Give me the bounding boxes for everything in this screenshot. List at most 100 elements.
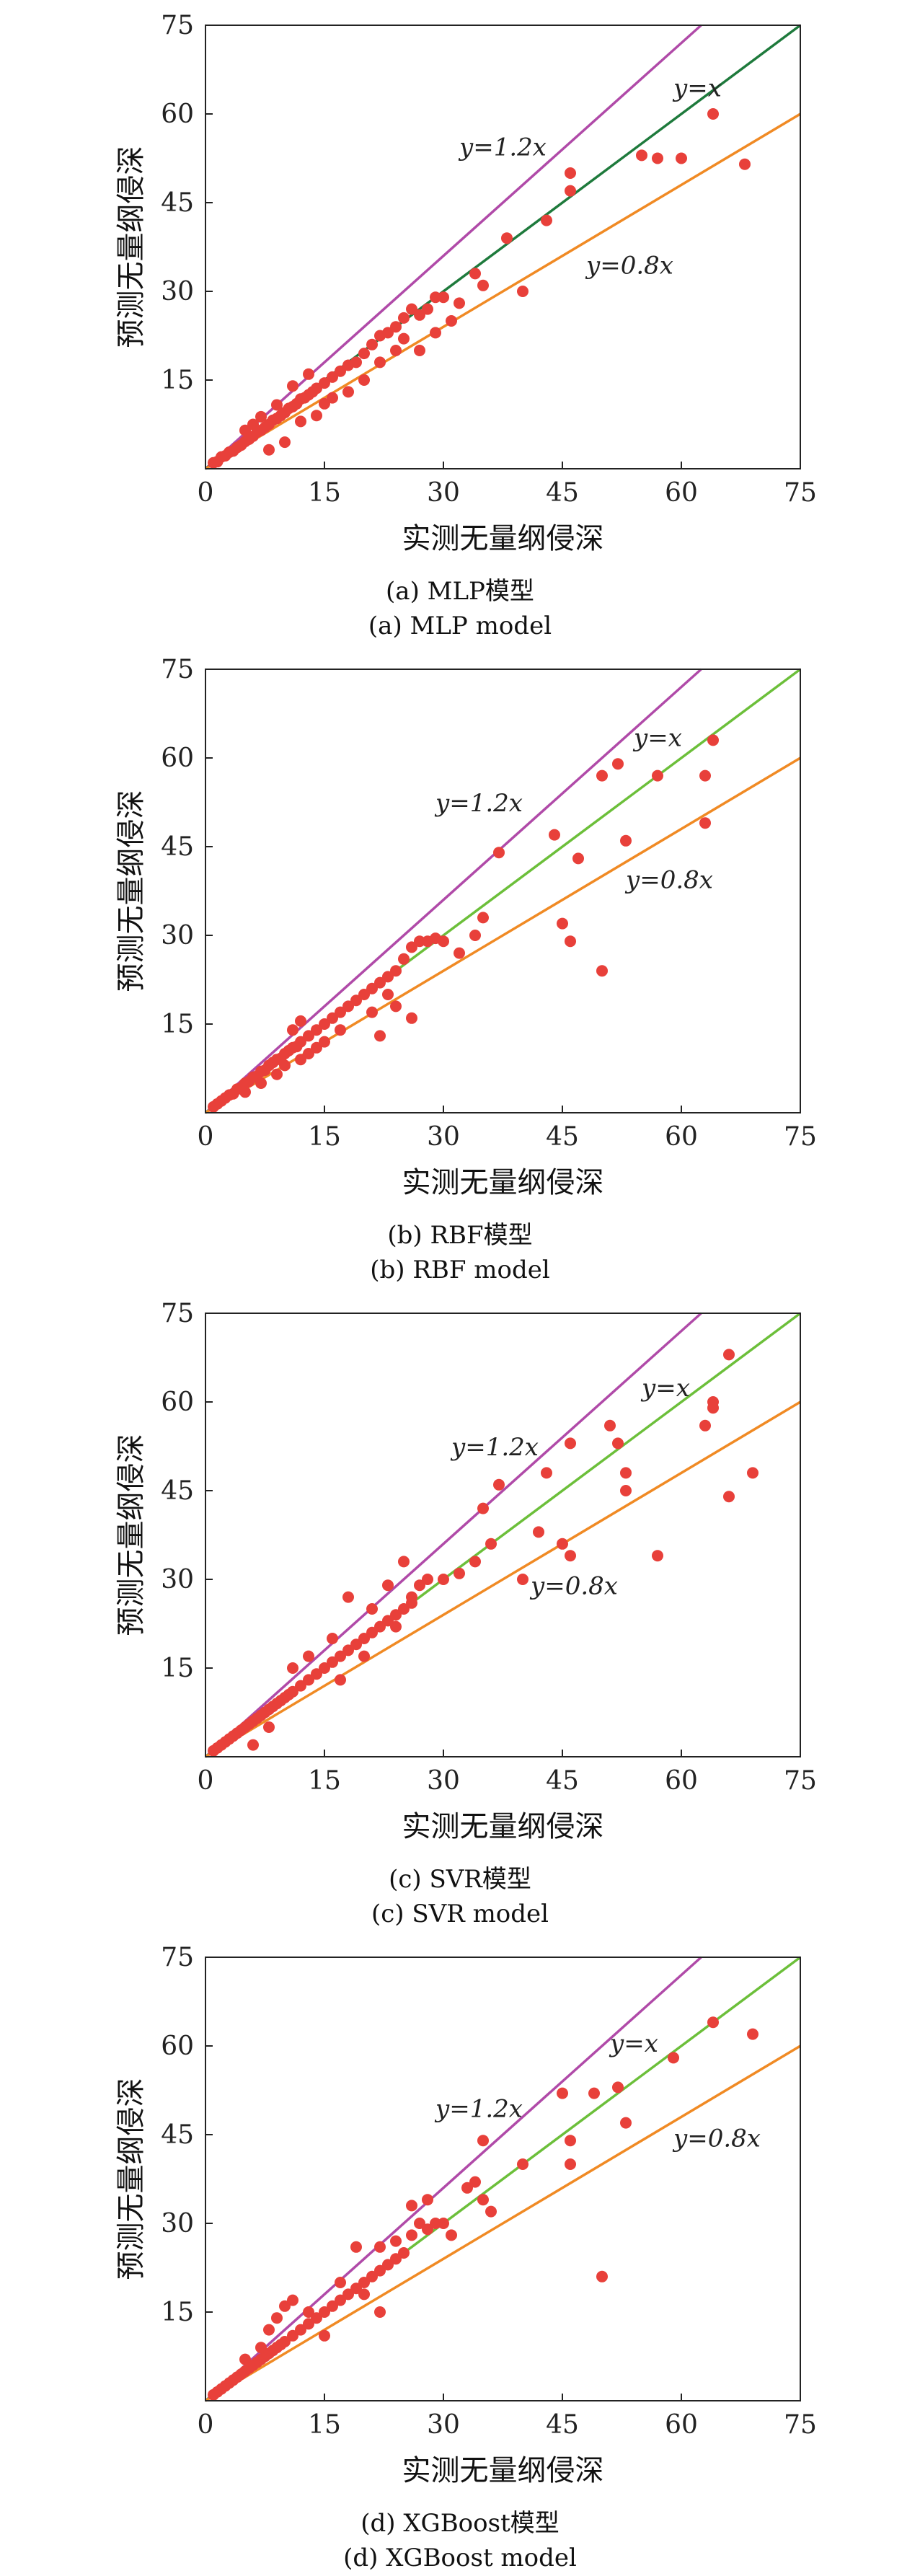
data-point-65 <box>295 1015 306 1027</box>
data-point-46 <box>477 279 489 291</box>
data-point-64 <box>303 1650 314 1662</box>
data-point-35 <box>382 327 394 339</box>
data-point-24 <box>319 1662 330 1674</box>
data-point-68 <box>390 345 402 356</box>
y-tick-label-0: 15 <box>161 366 194 395</box>
data-point-32 <box>390 2253 402 2265</box>
data-point-44 <box>454 297 465 309</box>
data-point-55 <box>699 817 711 829</box>
data-point-49 <box>596 965 608 977</box>
data-point-63 <box>311 1041 322 1054</box>
y-tick-label-3: 60 <box>161 2032 194 2061</box>
data-point-61 <box>287 380 298 392</box>
data-point-62 <box>303 368 314 380</box>
data-point-53 <box>668 2052 679 2064</box>
reference-line-label-1: y=x <box>640 1374 690 1403</box>
data-point-65 <box>342 386 354 398</box>
y-tick-label-0: 15 <box>161 1010 194 1039</box>
data-point-43 <box>446 315 457 327</box>
data-point-66 <box>319 1036 330 1048</box>
data-point-57 <box>239 1086 251 1098</box>
data-point-59 <box>271 2312 283 2324</box>
data-point-46 <box>541 1467 552 1479</box>
plot-frame <box>205 1957 801 2401</box>
data-point-25 <box>319 1018 330 1030</box>
data-point-20 <box>295 2324 306 2336</box>
data-point-40 <box>422 303 433 315</box>
data-point-56 <box>739 158 751 170</box>
y-tick-label-2: 45 <box>161 1476 194 1506</box>
data-point-72 <box>247 418 259 431</box>
reference-line-label-0: y=1.2x <box>450 1433 539 1462</box>
data-point-33 <box>390 1609 402 1621</box>
x-tick-label-2: 30 <box>427 1122 460 1152</box>
data-point-21 <box>303 2318 314 2330</box>
x-tick-label-0: 0 <box>198 478 214 508</box>
data-point-22 <box>311 2312 322 2324</box>
x-tick-label-0: 0 <box>198 2410 214 2440</box>
chart-panel-c: y=1.2x y=x y=0.8x 0 15 30 45 60 75 15 30 45 60 75 实测无量… <box>0 1288 920 1932</box>
data-point-37 <box>398 312 410 324</box>
data-point-24 <box>311 1024 322 1036</box>
x-tick-label-3: 45 <box>546 478 579 508</box>
x-tick-label-3: 45 <box>546 1766 579 1796</box>
reference-line-label-2: y=0.8x <box>672 2124 761 2153</box>
reference-line-label-0: y=1.2x <box>458 133 547 162</box>
data-point-71 <box>430 327 441 339</box>
data-point-55 <box>707 108 719 120</box>
x-tick-label-3: 45 <box>546 1122 579 1152</box>
reference-line-2 <box>205 113 801 470</box>
chart-panel-b: y=1.2x y=x y=0.8x 0 15 30 45 60 75 15 30 45 60 75 实测无量… <box>0 644 920 1288</box>
chart-svg-c: y=1.2x y=x y=0.8x 0 15 30 45 60 75 15 30 45 60 75 实测无量… <box>115 1299 817 1843</box>
data-point-44 <box>517 1574 528 1585</box>
data-point-62 <box>263 1721 275 1733</box>
data-point-73 <box>335 1674 346 1686</box>
data-point-27 <box>350 2282 362 2295</box>
data-point-55 <box>699 1419 711 1432</box>
data-point-50 <box>596 2270 608 2282</box>
data-point-69 <box>398 1556 410 1568</box>
data-point-74 <box>271 399 283 411</box>
chart-caption-en-d: (d) XGBoost model <box>343 2544 577 2572</box>
y-tick-label-1: 30 <box>161 1565 194 1594</box>
data-point-26 <box>342 2288 354 2301</box>
data-point-53 <box>652 152 663 164</box>
data-point-29 <box>350 994 362 1007</box>
reference-line-2 <box>205 2045 801 2402</box>
chart-panel-d: y=1.2x y=x y=0.8x 0 15 30 45 60 75 15 30 45 60 75 实测无量… <box>0 1932 920 2576</box>
data-point-64 <box>287 1024 298 1036</box>
data-point-46 <box>557 2087 568 2099</box>
y-axis-label: 预测无量纲侵深 <box>115 2078 148 2280</box>
x-tick-label-1: 15 <box>308 1766 341 1796</box>
data-point-41 <box>477 1502 489 1514</box>
x-tick-label-2: 30 <box>427 478 460 508</box>
y-tick-label-1: 30 <box>161 277 194 306</box>
data-point-47 <box>565 935 576 948</box>
data-point-61 <box>247 1739 259 1751</box>
data-point-59 <box>723 1349 735 1361</box>
data-point-58 <box>255 1077 267 1089</box>
x-tick-label-4: 60 <box>665 1766 698 1796</box>
y-tick-label-3: 60 <box>161 1388 194 1417</box>
y-axis-label: 预测无量纲侵深 <box>115 146 148 348</box>
data-point-57 <box>255 2342 267 2354</box>
data-point-36 <box>390 321 402 333</box>
data-point-68 <box>422 2194 433 2206</box>
x-axis-label: 实测无量纲侵深 <box>402 1810 604 1843</box>
plot-frame <box>205 1313 801 1757</box>
chart-caption-cn-b: (b) RBF模型 <box>387 1221 533 1250</box>
data-point-26 <box>327 1012 338 1024</box>
data-point-23 <box>311 1668 322 1680</box>
data-point-34 <box>398 1603 410 1615</box>
data-point-49 <box>541 214 552 226</box>
data-point-26 <box>335 1650 346 1662</box>
data-point-64 <box>327 392 338 404</box>
data-point-33 <box>382 971 394 983</box>
data-point-67 <box>366 1603 378 1615</box>
data-point-58 <box>723 1491 735 1503</box>
data-point-70 <box>406 1597 417 1609</box>
data-point-32 <box>382 1615 394 1627</box>
data-point-50 <box>565 185 576 197</box>
data-point-51 <box>612 1437 624 1450</box>
y-tick-label-3: 60 <box>161 744 194 773</box>
